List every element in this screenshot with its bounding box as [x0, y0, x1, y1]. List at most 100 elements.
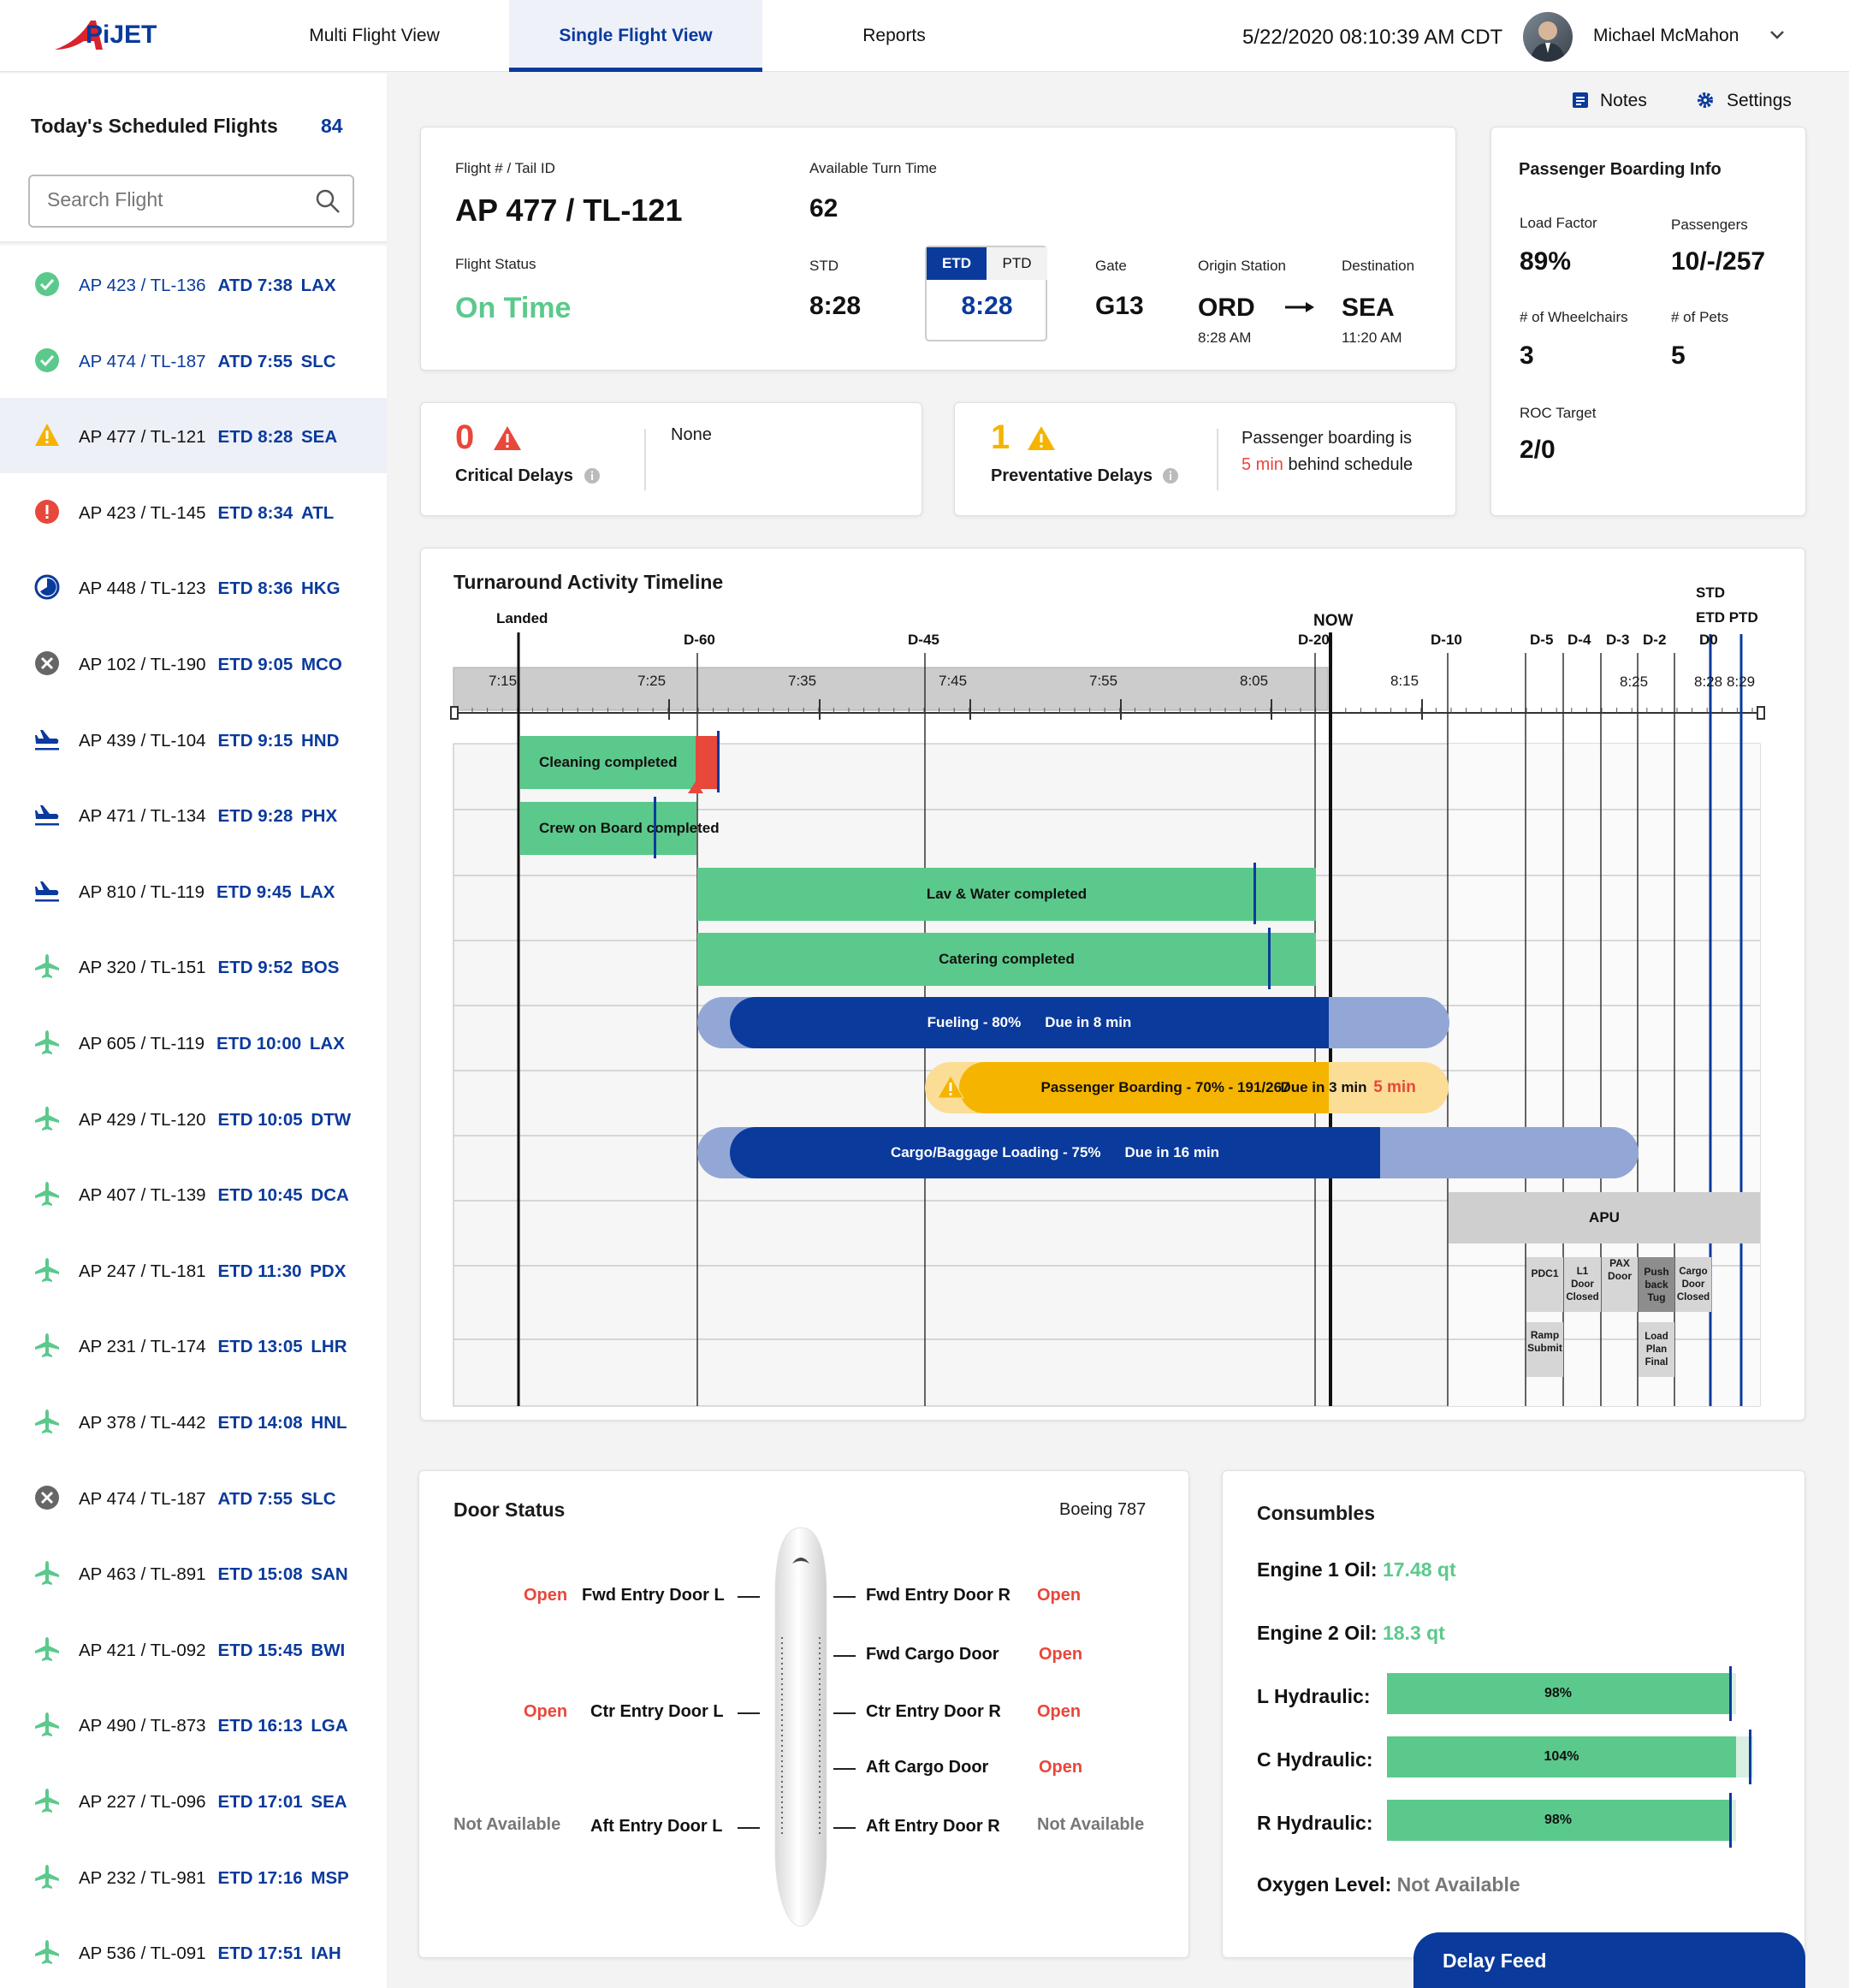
activity-cargo-door[interactable]: Cargo Door Closed [1675, 1257, 1711, 1312]
tick-label: 7:25 [637, 673, 667, 689]
flight-list-item[interactable]: AP 423 / TL-145 ETD 8:34 ATL [0, 474, 387, 549]
flight-list-text: AP 247 / TL-181 ETD 11:30 PDX [79, 1261, 347, 1281]
flight-list-item[interactable]: AP 247 / TL-181 ETD 11:30 PDX [0, 1232, 387, 1308]
fwd-entry-door-l[interactable]: Fwd Entry Door L [582, 1586, 725, 1605]
flight-list-item[interactable]: AP 605 / TL-119 ETD 10:00 LAX [0, 1005, 387, 1080]
consumables-panel: Consumbles Engine 1 Oil: 17.48 qt Engine… [1222, 1470, 1805, 1958]
activity-boarding-label[interactable]: Passenger Boarding - 70% - 191/267 [1040, 1079, 1290, 1095]
aft-cargo-status: Open [1039, 1758, 1083, 1777]
flight-list-item[interactable]: AP 232 / TL-981 ETD 17:16 MSP [0, 1839, 387, 1914]
flight-list-text: AP 407 / TL-139 ETD 10:45 DCA [79, 1185, 349, 1206]
search-flight-box[interactable] [28, 175, 354, 228]
aft-entry-r-status: Not Available [1037, 1815, 1145, 1834]
gear-icon[interactable] [1696, 91, 1715, 110]
notes-button[interactable]: Notes [1600, 91, 1647, 110]
flight-list-text: AP 477 / TL-121 ETD 8:28 SEA [79, 427, 338, 448]
timeline-title: Turnaround Activity Timeline [453, 571, 724, 593]
flight-list-item[interactable]: AP 407 / TL-139 ETD 10:45 DCA [0, 1156, 387, 1231]
flight-list-item[interactable]: AP 429 / TL-120 ETD 10:05 DTW [0, 1081, 387, 1156]
top-header: PiJET Multi Flight View Single Flight Vi… [0, 0, 1849, 72]
flight-list-item[interactable]: AP 536 / TL-091 ETD 17:51 IAH [0, 1914, 387, 1988]
hydraulic-marker [1749, 1730, 1751, 1784]
turn-time-value: 62 [809, 194, 839, 223]
flight-list-item[interactable]: AP 474 / TL-187 ATD 7:55 SLC [0, 323, 387, 398]
flight-list-item[interactable]: AP 474 / TL-187 ATD 7:55 SLC [0, 1460, 387, 1535]
search-icon[interactable] [315, 188, 341, 214]
activity-apu[interactable]: APU [1449, 1192, 1760, 1243]
flight-id-label: Flight # / Tail ID [455, 160, 555, 176]
activity-cleaning[interactable]: Cleaning completed [520, 736, 696, 789]
info-icon[interactable] [584, 467, 601, 484]
fwd-entry-door-r[interactable]: Fwd Entry Door R [866, 1586, 1010, 1605]
aircraft-type: Boeing 787 [1059, 1500, 1147, 1519]
marker-d10: D-10 [1431, 632, 1462, 648]
activity-pushback-tug[interactable]: Push back Tug [1639, 1257, 1674, 1312]
aft-cargo-door[interactable]: Aft Cargo Door [866, 1758, 989, 1777]
chevron-down-icon[interactable] [1768, 26, 1787, 45]
flight-list-text: AP 605 / TL-119 ETD 10:00 LAX [79, 1034, 345, 1053]
flight-list-item[interactable]: AP 490 / TL-873 ETD 16:13 LGA [0, 1687, 387, 1762]
plane-icon [35, 1940, 59, 1965]
delay-feed-button[interactable]: Delay Feed [1413, 1932, 1805, 1988]
etd-tab[interactable]: ETD [927, 247, 987, 280]
flight-list-item[interactable]: AP 463 / TL-891 ETD 15:08 SAN [0, 1535, 387, 1611]
notes-icon[interactable] [1572, 92, 1589, 109]
activity-pax-door[interactable]: PAX Door [1602, 1257, 1638, 1312]
activity-ramp-submit[interactable]: Ramp Submit [1526, 1322, 1563, 1377]
preventative-delays-panel: 1 Preventative Delays Passenger boarding… [954, 402, 1456, 516]
ctr-entry-l-status: Open [524, 1702, 568, 1721]
flight-list-text: AP 429 / TL-120 ETD 10:05 DTW [79, 1109, 352, 1130]
flight-list-text: AP 227 / TL-096 ETD 17:01 SEA [79, 1792, 347, 1812]
std-value: 8:28 [809, 292, 862, 320]
settings-button[interactable]: Settings [1727, 91, 1792, 110]
activity-pdc1[interactable]: PDC1 [1526, 1257, 1563, 1312]
flight-list-item[interactable]: AP 102 / TL-190 ETD 9:05 MCO [0, 626, 387, 701]
fwd-cargo-door[interactable]: Fwd Cargo Door [866, 1645, 999, 1664]
door-status-title: Door Status [453, 1498, 566, 1521]
user-name[interactable]: Michael McMahon [1593, 26, 1739, 45]
flight-list-item[interactable]: AP 423 / TL-136 ATD 7:38 LAX [0, 246, 387, 322]
flight-list-text: AP 231 / TL-174 ETD 13:05 LHR [79, 1337, 347, 1357]
search-input[interactable] [47, 188, 304, 211]
tab-single-flight-view[interactable]: Single Flight View [509, 0, 762, 72]
apijet-logo[interactable]: PiJET [53, 15, 164, 55]
activity-lav-water[interactable]: Lav & Water completed [697, 868, 1316, 921]
ptd-tab[interactable]: PTD [987, 247, 1047, 280]
marker-landed: Landed [496, 610, 548, 626]
marker-d4: D-4 [1568, 632, 1591, 648]
info-icon[interactable] [1162, 467, 1179, 484]
tab-reports[interactable]: Reports [862, 26, 926, 45]
tick-label: 7:35 [788, 673, 817, 689]
consumables-title: Consumbles [1257, 1502, 1376, 1524]
flight-list-item[interactable]: AP 477 / TL-121 ETD 8:28 SEA [0, 398, 387, 474]
aft-entry-door-l[interactable]: Aft Entry Door L [590, 1817, 723, 1836]
flight-sidebar: Today's Scheduled Flights 84 AP 423 / TL… [0, 74, 387, 1988]
activity-catering[interactable]: Catering completed [697, 933, 1316, 986]
flight-list-item[interactable]: AP 320 / TL-151 ETD 9:52 BOS [0, 929, 387, 1004]
preventative-delays-count: 1 [991, 418, 1010, 456]
l-hydraulic-label: L Hydraulic: [1257, 1685, 1371, 1707]
aft-entry-door-r[interactable]: Aft Entry Door R [866, 1817, 1000, 1836]
flight-list-text: AP 421 / TL-092 ETD 15:45 BWI [79, 1640, 346, 1660]
flight-list-text: AP 490 / TL-873 ETD 16:13 LGA [79, 1716, 348, 1736]
flight-list-item[interactable]: AP 810 / TL-119 ETD 9:45 LAX [0, 853, 387, 929]
flight-list-item[interactable]: AP 448 / TL-123 ETD 8:36 HKG [0, 549, 387, 625]
activity-crew-on-board[interactable]: Crew on Board completed [520, 802, 720, 855]
flight-list-item[interactable]: AP 378 / TL-442 ETD 14:08 HNL [0, 1384, 387, 1459]
flight-list-text: AP 463 / TL-891 ETD 15:08 SAN [79, 1564, 348, 1585]
activity-fueling[interactable]: Fueling - 80% Due in 8 min [730, 997, 1329, 1048]
wheelchairs-value: 3 [1520, 341, 1534, 370]
avatar[interactable] [1523, 12, 1573, 62]
flight-list-item[interactable]: AP 227 / TL-096 ETD 17:01 SEA [0, 1763, 387, 1838]
activity-cargo[interactable]: Cargo/Baggage Loading - 75% Due in 16 min [730, 1127, 1380, 1178]
ctr-entry-door-r[interactable]: Ctr Entry Door R [866, 1702, 1001, 1721]
flight-list-item[interactable]: AP 471 / TL-134 ETD 9:28 PHX [0, 777, 387, 852]
flight-list-item[interactable]: AP 231 / TL-174 ETD 13:05 LHR [0, 1308, 387, 1383]
flight-list-item[interactable]: AP 439 / TL-104 ETD 9:15 HND [0, 702, 387, 777]
tab-multi-flight-view[interactable]: Multi Flight View [309, 26, 440, 45]
activity-l1-door[interactable]: L1 Door Closed [1564, 1257, 1601, 1312]
ctr-entry-door-l[interactable]: Ctr Entry Door L [590, 1702, 724, 1721]
destination-time: 11:20 AM [1342, 329, 1402, 346]
flight-list-item[interactable]: AP 421 / TL-092 ETD 15:45 BWI [0, 1611, 387, 1687]
activity-load-plan[interactable]: Load Plan Final [1639, 1322, 1674, 1377]
